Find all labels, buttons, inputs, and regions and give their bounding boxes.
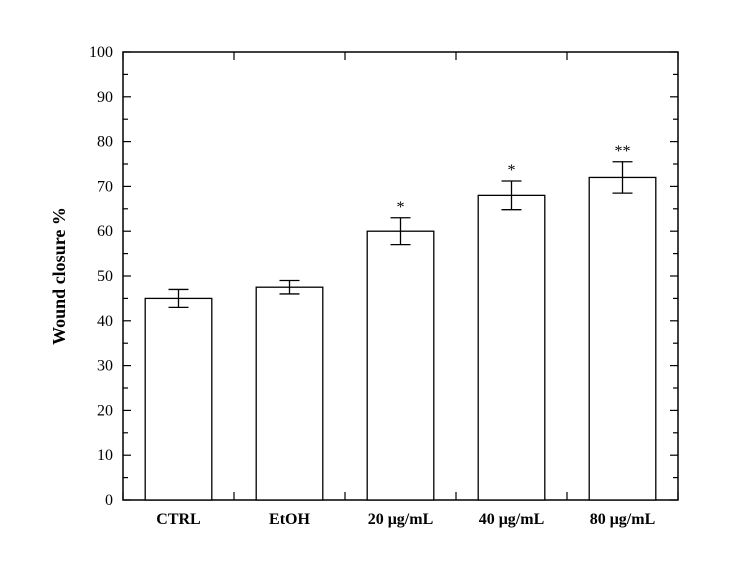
bar	[145, 298, 212, 500]
y-tick-label: 80	[97, 134, 113, 151]
y-tick-label: 50	[97, 268, 113, 285]
y-tick-label: 100	[89, 44, 113, 61]
y-tick-label: 90	[97, 89, 113, 106]
significance-marker: **	[615, 143, 631, 160]
y-tick-label: 20	[97, 402, 113, 419]
significance-marker: *	[508, 162, 516, 179]
x-category-label: 80 μg/mL	[590, 511, 656, 528]
bar	[256, 287, 323, 500]
y-tick-label: 60	[97, 223, 113, 240]
y-tick-label: 0	[105, 492, 113, 509]
bar	[367, 231, 434, 500]
bar	[478, 195, 545, 500]
y-axis-title: Wound closure %	[49, 207, 69, 345]
y-tick-label: 30	[97, 358, 113, 375]
significance-marker: *	[397, 199, 405, 216]
x-category-label: 40 μg/mL	[479, 511, 545, 528]
wound-closure-chart: 0 10 20 30 40 50 60 70 80 90 100 CTRL EtOH * 20 μg/mL *…	[0, 0, 739, 585]
x-category-label: EtOH	[269, 511, 310, 528]
x-category-label: 20 μg/mL	[368, 511, 434, 528]
y-tick-label: 70	[97, 178, 113, 195]
chart-svg: 0 10 20 30 40 50 60 70 80 90 100 CTRL EtOH * 20 μg/mL *…	[0, 0, 739, 585]
x-category-label: CTRL	[156, 511, 200, 528]
y-tick-label: 10	[97, 447, 113, 464]
bar	[589, 177, 656, 500]
y-tick-label: 40	[97, 313, 113, 330]
